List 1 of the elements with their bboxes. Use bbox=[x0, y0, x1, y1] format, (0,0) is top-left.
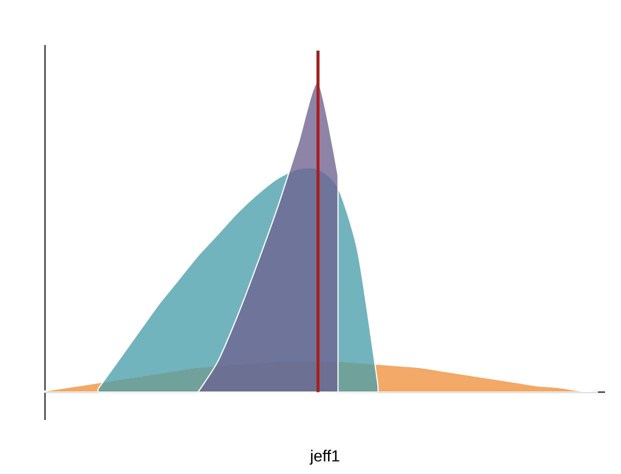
x-axis-title: jeff1 bbox=[310, 450, 340, 465]
